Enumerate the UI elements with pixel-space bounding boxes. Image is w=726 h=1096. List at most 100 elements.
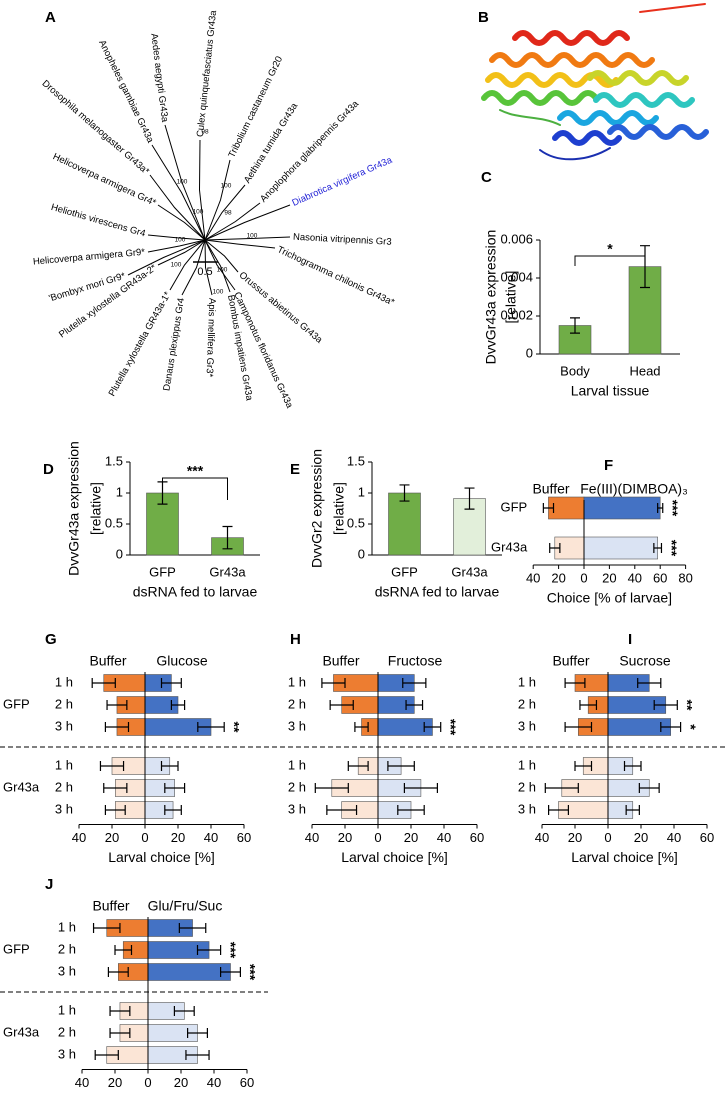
tree-branch xyxy=(151,144,206,241)
x-tick-label: 0 xyxy=(604,830,611,845)
panel-label: D xyxy=(43,461,54,478)
leaf-label: Heliothis virescens Gr4 xyxy=(50,202,147,239)
group-label: Gr43a xyxy=(3,779,40,794)
row-label: 2 h xyxy=(58,1024,76,1039)
panel-label: G xyxy=(45,631,57,648)
error-bar xyxy=(104,805,126,815)
x-tick-label: 0 xyxy=(141,830,148,845)
y-axis-label: [relative] xyxy=(503,271,519,324)
error-bar xyxy=(660,722,682,732)
panel-label: C xyxy=(481,169,492,186)
x-axis-label: dsRNA fed to larvae xyxy=(375,584,500,600)
x-tick-label: 20 xyxy=(568,830,582,845)
row-label: 3 h xyxy=(55,801,73,816)
tree-branch xyxy=(127,239,206,276)
x-axis-label: Larval choice [%] xyxy=(571,849,678,865)
row-label: 1 h xyxy=(58,919,76,934)
x-tick-label: 20 xyxy=(404,830,418,845)
tree-branch xyxy=(204,204,291,241)
error-bar xyxy=(403,783,438,793)
x-tick-label: 20 xyxy=(602,570,616,585)
x-axis-label: Choice [% of larvae] xyxy=(547,590,672,606)
bootstrap-value: 100 xyxy=(247,233,258,240)
leaf-label: Trichogramma chilonis Gr43a* xyxy=(275,244,396,308)
error-bar xyxy=(402,678,427,688)
y-axis-label: DvvGr43a expression xyxy=(483,230,499,365)
error-bar xyxy=(549,543,561,553)
leaf-label: Culex quinquefasciatus Gr43a xyxy=(195,9,219,137)
x-axis-label: dsRNA fed to larvae xyxy=(133,584,258,600)
series-header: Glucose xyxy=(156,653,208,669)
x-axis-label: Larval choice [%] xyxy=(111,1094,218,1096)
leaf-label: Aedes aegypti Gr43a xyxy=(148,33,170,124)
series-header: Fe(III)(DIMBOA)₃ xyxy=(580,481,688,497)
error-bar xyxy=(329,700,354,710)
x-tick-label: GFP xyxy=(391,564,418,579)
tree-branch xyxy=(164,124,206,241)
significance-label: *** xyxy=(665,500,681,517)
error-bar xyxy=(220,967,241,977)
y-tick-label: 0.006 xyxy=(500,231,533,246)
x-tick-label: 0 xyxy=(144,1075,151,1090)
error-bar xyxy=(579,700,598,710)
row-label: 3 h xyxy=(518,801,536,816)
y-tick-label: 0.004 xyxy=(500,269,533,284)
error-bar xyxy=(160,761,179,771)
error-bar xyxy=(637,678,662,688)
error-bar xyxy=(544,783,579,793)
significance-label: ** xyxy=(680,700,696,711)
x-tick-label: Gr43a xyxy=(451,564,488,579)
x-tick-label: 40 xyxy=(535,830,549,845)
error-bar xyxy=(196,945,222,955)
panel-label: J xyxy=(45,876,53,893)
x-tick-label: 60 xyxy=(700,830,714,845)
error-bar xyxy=(321,678,346,688)
x-tick-label: 60 xyxy=(237,830,251,845)
leaf-label: Apis mellifera Gr3* xyxy=(204,298,218,378)
significance-label: *** xyxy=(187,463,204,479)
significance-label: *** xyxy=(443,719,459,736)
x-tick-label: Head xyxy=(629,363,660,378)
tree-branch xyxy=(204,239,213,296)
row-label: 1 h xyxy=(288,674,306,689)
error-bar xyxy=(222,525,233,550)
x-tick-label: 80 xyxy=(678,570,692,585)
group-label: GFP xyxy=(3,696,30,711)
error-bar xyxy=(160,678,182,688)
error-bar xyxy=(99,761,125,771)
row-label: 3 h xyxy=(58,1046,76,1061)
row-label: 3 h xyxy=(518,718,536,733)
x-tick-label: 20 xyxy=(551,570,565,585)
row-label: 3 h xyxy=(288,801,306,816)
significance-label: * xyxy=(607,241,613,257)
error-bar xyxy=(91,678,116,688)
error-bar xyxy=(326,805,358,815)
panel-label: F xyxy=(604,457,613,474)
y-tick-label: 0 xyxy=(116,546,123,561)
tree-branch xyxy=(157,204,206,241)
panel-label: I xyxy=(628,631,632,648)
x-tick-label: 20 xyxy=(105,830,119,845)
x-tick-label: 40 xyxy=(204,830,218,845)
bootstrap-value: 100 xyxy=(177,179,188,186)
x-axis-label: Larval choice [%] xyxy=(108,849,215,865)
error-bar xyxy=(106,700,128,710)
x-tick-label: 0 xyxy=(580,570,587,585)
y-tick-label: 1 xyxy=(116,484,123,499)
error-bar xyxy=(399,484,410,502)
error-bar xyxy=(92,923,121,933)
tree-branch xyxy=(204,239,231,293)
y-tick-label: 0.5 xyxy=(347,515,365,530)
tree-branch xyxy=(169,239,206,291)
row-label: 2 h xyxy=(518,779,536,794)
bar xyxy=(147,963,231,981)
error-bar xyxy=(653,543,663,553)
tree-branch xyxy=(204,202,261,241)
bootstrap-value: 100 xyxy=(213,289,224,296)
row-label: 3 h xyxy=(58,963,76,978)
y-tick-label: 0 xyxy=(358,546,365,561)
row-label: 2 h xyxy=(288,779,306,794)
x-tick-label: 0 xyxy=(374,830,381,845)
error-bar xyxy=(197,722,225,732)
error-bar xyxy=(542,503,555,513)
